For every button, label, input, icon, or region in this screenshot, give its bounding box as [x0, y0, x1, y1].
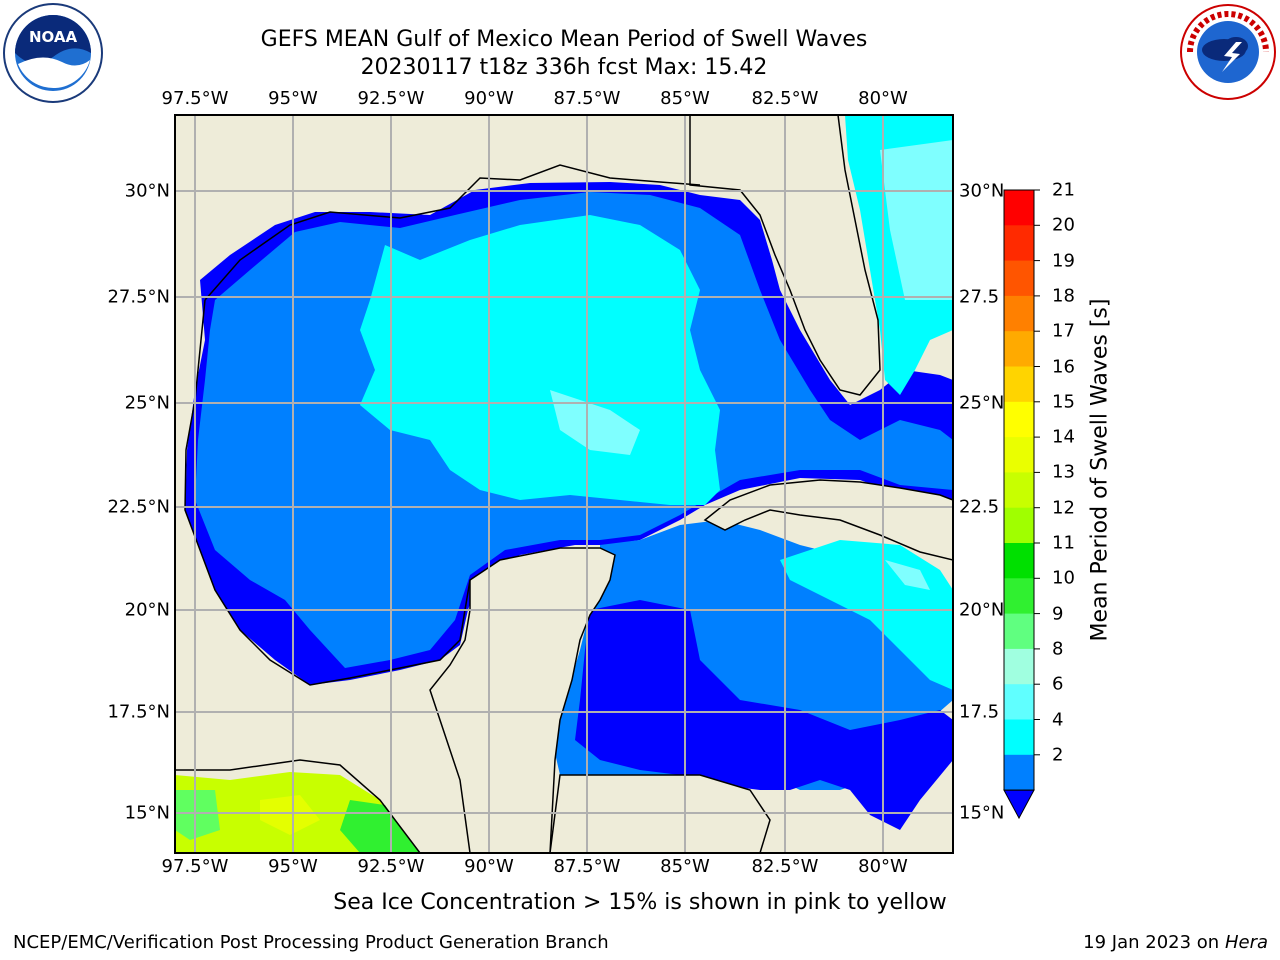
footer-timestamp: 19 Jan 2023 on Hera	[1083, 932, 1268, 953]
colorbar-tick-label: 6	[1052, 673, 1064, 695]
colorbar-segment	[1004, 190, 1034, 226]
lon-label-bottom: 95°W	[268, 856, 318, 877]
lat-label-left: 17.5°N	[107, 701, 170, 723]
colorbar-tick-label: 16	[1052, 356, 1075, 377]
lat-label-right: 17.5	[959, 701, 1000, 723]
caribbean-deep	[575, 600, 953, 830]
mexico-coast	[184, 299, 471, 686]
lon-label-top: 87.5°W	[553, 88, 621, 109]
nws-logo	[1180, 4, 1276, 100]
lat-label-left: 30°N	[124, 180, 170, 202]
lon-label-bottom: 90°W	[464, 856, 514, 877]
chart-title: GEFS MEAN Gulf of Mexico Mean Period of …	[260, 27, 868, 52]
gulf-water-lightcyan	[550, 390, 640, 455]
lat-label-left: 27.5°N	[107, 286, 170, 308]
colorbar-label: Mean Period of Swell Waves [s]	[1087, 298, 1113, 642]
footer-host: Hera	[1224, 932, 1268, 953]
lon-label-top: 82.5°W	[751, 88, 819, 109]
colorbar-segment	[1004, 437, 1034, 473]
colorbar-tick-label: 11	[1052, 532, 1075, 554]
lon-label-top: 85°W	[660, 88, 710, 109]
colorbar-tick-label: 10	[1052, 567, 1075, 589]
colorbar-segment	[1004, 543, 1034, 579]
colorbar-frame	[1003, 189, 1035, 791]
lat-label-left: 20°N	[124, 599, 170, 621]
lon-label-top: 95°W	[268, 88, 318, 109]
lat-label-right: 25°N	[959, 392, 1005, 414]
colorbar-tick-label: 14	[1052, 426, 1075, 448]
lon-label-bottom: 97.5°W	[161, 856, 229, 877]
colorbar-tick-label: 15	[1052, 391, 1075, 413]
lon-label-bottom: 85°W	[660, 856, 710, 877]
lon-label-top: 97.5°W	[161, 88, 229, 109]
colorbar-tick-label: 9	[1052, 603, 1064, 625]
colorbar-tick-label: 12	[1052, 497, 1075, 519]
colorbar-segment	[1004, 295, 1034, 332]
colorbar-tick-label: 18	[1052, 285, 1075, 307]
lon-label-top: 80°W	[858, 88, 908, 109]
sea-ice-note: Sea Ice Concentration > 15% is shown in …	[333, 890, 947, 915]
colorbar-segment	[1004, 754, 1034, 791]
lat-label-right: 15°N	[959, 802, 1005, 824]
lat-label-left: 15°N	[124, 802, 170, 824]
colorbar-segment	[1004, 472, 1034, 509]
lat-label-left: 25°N	[124, 392, 170, 414]
map-frame	[174, 114, 954, 854]
gridlines	[175, 115, 953, 853]
lat-label-right: 20°N	[959, 599, 1005, 621]
lat-label-right: 22.5	[959, 496, 1000, 518]
lon-label-bottom: 80°W	[858, 856, 908, 877]
lat-label-right: 27.5	[959, 286, 1000, 308]
colorbar-extend-arrow	[1003, 789, 1035, 820]
colorbar-segment	[1004, 331, 1034, 367]
colorbar-segment	[1004, 507, 1034, 544]
colorbar-segment	[1004, 260, 1034, 297]
noaa-logo: NOAA	[3, 3, 103, 103]
colorbar-segment	[1004, 719, 1034, 756]
colorbar-tick-label: 19	[1052, 250, 1075, 272]
lon-label-bottom: 92.5°W	[357, 856, 425, 877]
colorbar-tick-label: 17	[1052, 320, 1075, 342]
colorbar-segment	[1004, 684, 1034, 720]
yucatan-peninsula	[429, 547, 616, 853]
colorbar-segment	[1004, 578, 1034, 615]
footer-date: 19 Jan 2023 on	[1083, 932, 1225, 953]
colorbar-segment	[1004, 648, 1034, 685]
colorbar-tick-label: 8	[1052, 638, 1064, 660]
lon-label-top: 92.5°W	[357, 88, 425, 109]
colorbar-tick-label: 4	[1052, 709, 1064, 730]
gulf-north-coast	[204, 164, 701, 301]
colorbar-tick-label: 21	[1052, 179, 1075, 201]
colorbar-tick-label: 20	[1052, 214, 1075, 236]
noaa-logo-text: NOAA	[29, 28, 78, 46]
lon-label-top: 90°W	[464, 88, 514, 109]
colorbar-segment	[1004, 613, 1034, 650]
footer-credit: NCEP/EMC/Verification Post Processing Pr…	[13, 932, 609, 953]
colorbar-tick-label: 2	[1052, 744, 1064, 766]
colorbar-segment	[1004, 401, 1034, 438]
florida	[689, 115, 953, 396]
lon-label-bottom: 82.5°W	[751, 856, 819, 877]
colorbar	[1003, 189, 1040, 820]
colorbar-segment	[1004, 366, 1034, 403]
colorbar-tick-label: 13	[1052, 461, 1075, 483]
lat-label-left: 22.5°N	[107, 496, 170, 518]
lat-label-right: 30°N	[959, 180, 1005, 202]
colorbar-segment	[1004, 225, 1034, 262]
cuba	[703, 479, 953, 561]
lon-label-bottom: 87.5°W	[553, 856, 621, 877]
chart-subtitle: 20230117 t18z 336h fcst Max: 15.42	[360, 55, 768, 80]
